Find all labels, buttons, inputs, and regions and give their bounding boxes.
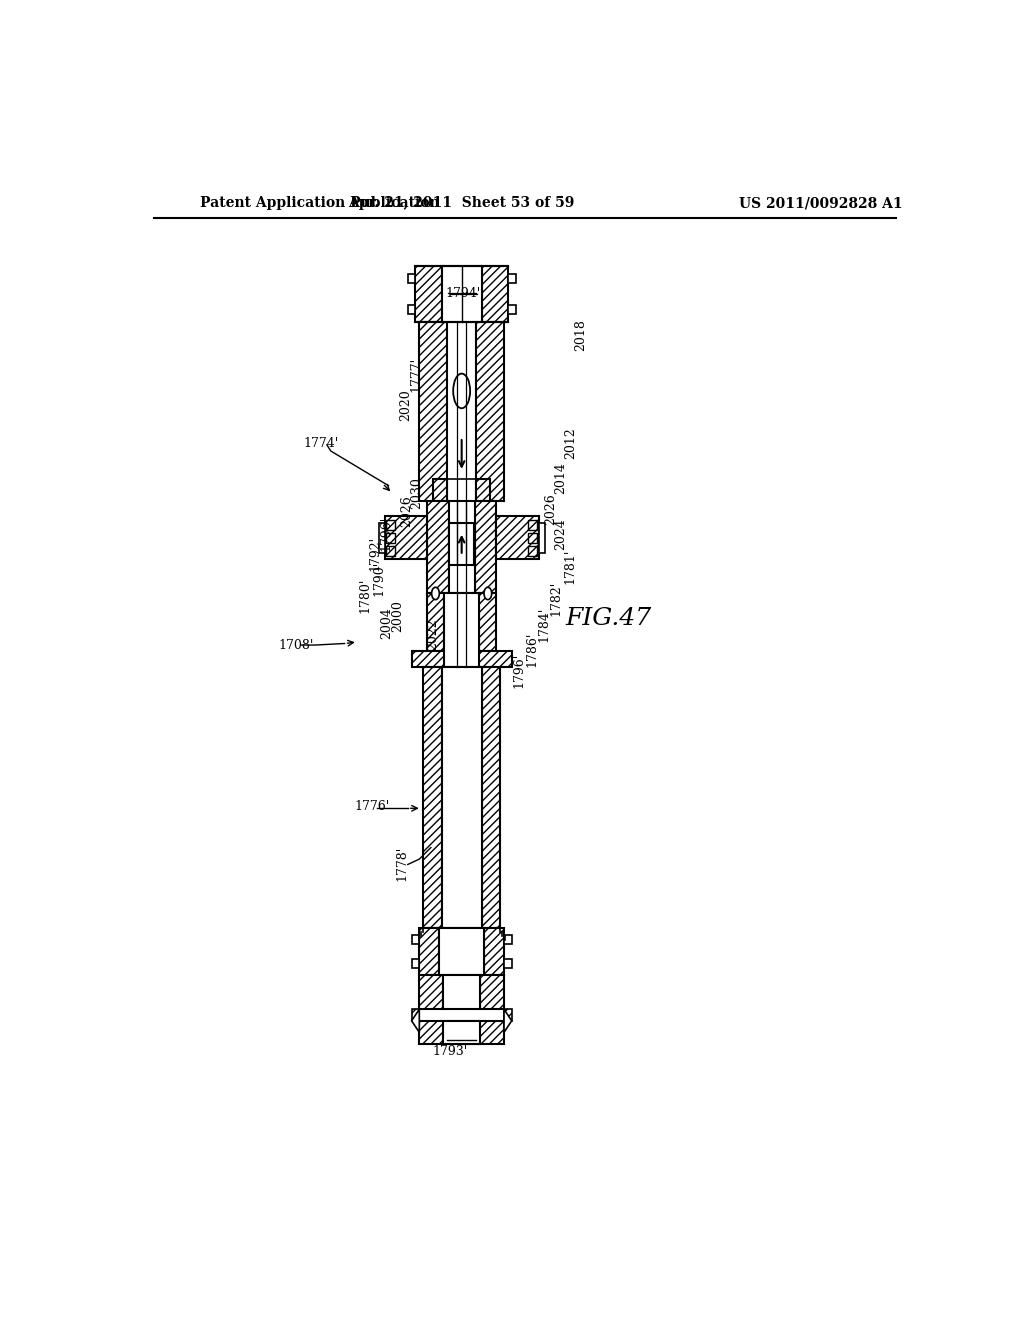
Text: 2022: 2022 — [427, 619, 439, 649]
Bar — [386, 520, 395, 529]
Ellipse shape — [484, 587, 492, 599]
Polygon shape — [412, 1010, 419, 1032]
Bar — [504, 960, 512, 969]
Bar — [386, 533, 395, 543]
Text: 1786': 1786' — [525, 632, 539, 668]
Bar — [379, 523, 385, 553]
Ellipse shape — [432, 587, 439, 599]
Text: 2012: 2012 — [564, 428, 578, 459]
Text: 1778': 1778' — [396, 845, 409, 880]
Bar — [476, 479, 490, 502]
Text: 1782': 1782' — [549, 581, 562, 616]
Bar — [441, 267, 481, 322]
Text: 2000: 2000 — [391, 599, 404, 632]
Bar — [484, 928, 504, 974]
Bar — [449, 502, 475, 594]
Bar — [408, 275, 416, 284]
Text: 1794': 1794' — [445, 286, 481, 300]
Bar — [423, 667, 441, 928]
Bar — [476, 322, 504, 502]
Bar — [419, 1020, 504, 1044]
Bar — [416, 267, 441, 322]
Bar — [450, 523, 474, 565]
Bar — [504, 1010, 512, 1020]
Bar — [504, 935, 512, 944]
Bar — [412, 935, 419, 944]
Bar — [475, 502, 497, 594]
Text: 2026: 2026 — [399, 495, 413, 527]
Text: 1784': 1784' — [538, 607, 551, 642]
Bar — [539, 523, 545, 553]
Text: 1708': 1708' — [279, 639, 313, 652]
Bar — [419, 928, 439, 974]
Text: 1796': 1796' — [513, 653, 526, 688]
Text: 1777': 1777' — [409, 356, 422, 392]
Bar — [508, 275, 515, 284]
Bar — [385, 516, 427, 558]
Bar — [528, 520, 538, 529]
Text: 2030: 2030 — [411, 478, 424, 510]
Text: 2024: 2024 — [554, 519, 566, 550]
Bar — [439, 928, 484, 974]
Bar — [508, 305, 515, 314]
Polygon shape — [504, 1010, 512, 1032]
Text: 1793': 1793' — [432, 1045, 468, 1059]
Text: 1780': 1780' — [358, 578, 372, 614]
Bar — [481, 667, 500, 928]
Text: 1796': 1796' — [380, 516, 392, 550]
Bar — [419, 322, 447, 502]
Text: 1776': 1776' — [354, 800, 389, 813]
Text: US 2011/0092828 A1: US 2011/0092828 A1 — [739, 197, 902, 210]
Bar — [412, 1010, 419, 1020]
Text: 2014: 2014 — [554, 462, 566, 494]
Bar — [412, 960, 419, 969]
Bar — [444, 594, 479, 667]
Bar — [480, 974, 504, 1010]
Bar — [479, 594, 497, 651]
Bar — [481, 267, 508, 322]
Text: 1790': 1790' — [373, 561, 386, 595]
Text: 2018: 2018 — [574, 319, 588, 351]
Bar — [528, 533, 538, 543]
Bar — [441, 667, 481, 928]
Text: Apr. 21, 2011  Sheet 53 of 59: Apr. 21, 2011 Sheet 53 of 59 — [348, 197, 574, 210]
Text: FIG.47: FIG.47 — [565, 607, 651, 631]
Bar — [419, 974, 443, 1010]
Bar — [497, 516, 539, 558]
Bar — [443, 1020, 480, 1044]
Bar — [408, 305, 416, 314]
Text: 2026: 2026 — [545, 492, 557, 524]
Bar — [412, 651, 512, 667]
Bar — [386, 545, 395, 556]
Text: 2020: 2020 — [399, 389, 412, 421]
Bar — [528, 545, 538, 556]
Text: 1774': 1774' — [304, 437, 339, 450]
Bar — [427, 594, 444, 651]
Text: 1792': 1792' — [369, 536, 382, 572]
Bar — [433, 479, 447, 502]
Text: Patent Application Publication: Patent Application Publication — [200, 197, 439, 210]
Text: 1781': 1781' — [563, 549, 575, 585]
Bar — [427, 502, 449, 594]
Text: 2004: 2004 — [381, 607, 393, 639]
Bar — [443, 974, 480, 1010]
